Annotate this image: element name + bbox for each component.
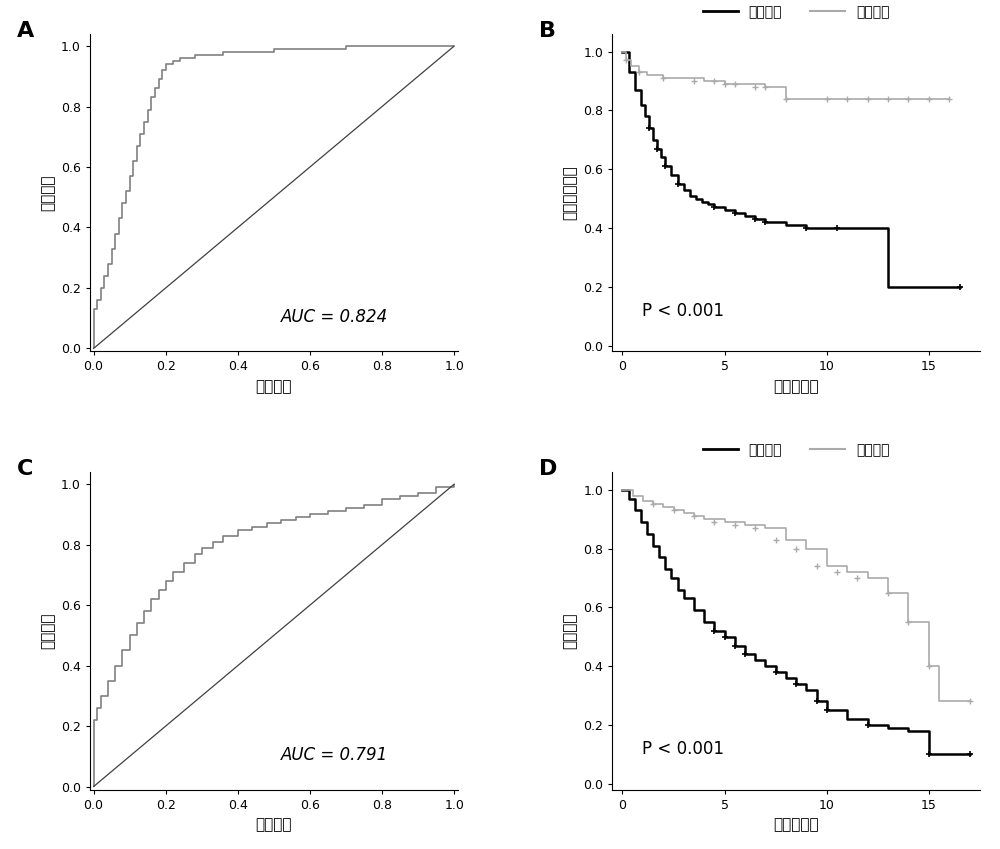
Y-axis label: 真阳性率: 真阳性率 (40, 613, 55, 649)
Text: D: D (539, 459, 557, 480)
X-axis label: 假阳性率: 假阳性率 (256, 817, 292, 832)
Legend: 高风险组, 低风险组: 高风险组, 低风险组 (697, 0, 895, 25)
Text: A: A (16, 21, 34, 42)
Text: B: B (539, 21, 556, 42)
Text: AUC = 0.791: AUC = 0.791 (281, 746, 388, 764)
Y-axis label: 总生存率: 总生存率 (563, 613, 578, 649)
Y-axis label: 真阳性率: 真阳性率 (40, 174, 55, 211)
Text: P < 0.001: P < 0.001 (642, 301, 724, 320)
X-axis label: 时间（年）: 时间（年） (773, 379, 819, 394)
Text: C: C (16, 459, 33, 480)
Text: P < 0.001: P < 0.001 (642, 739, 724, 758)
X-axis label: 假阳性率: 假阳性率 (256, 379, 292, 394)
Y-axis label: 无复发生存率: 无复发生存率 (563, 166, 578, 220)
Legend: 高风险组, 低风险组: 高风险组, 低风险组 (697, 438, 895, 463)
Text: AUC = 0.824: AUC = 0.824 (281, 308, 388, 326)
X-axis label: 时间（年）: 时间（年） (773, 817, 819, 832)
